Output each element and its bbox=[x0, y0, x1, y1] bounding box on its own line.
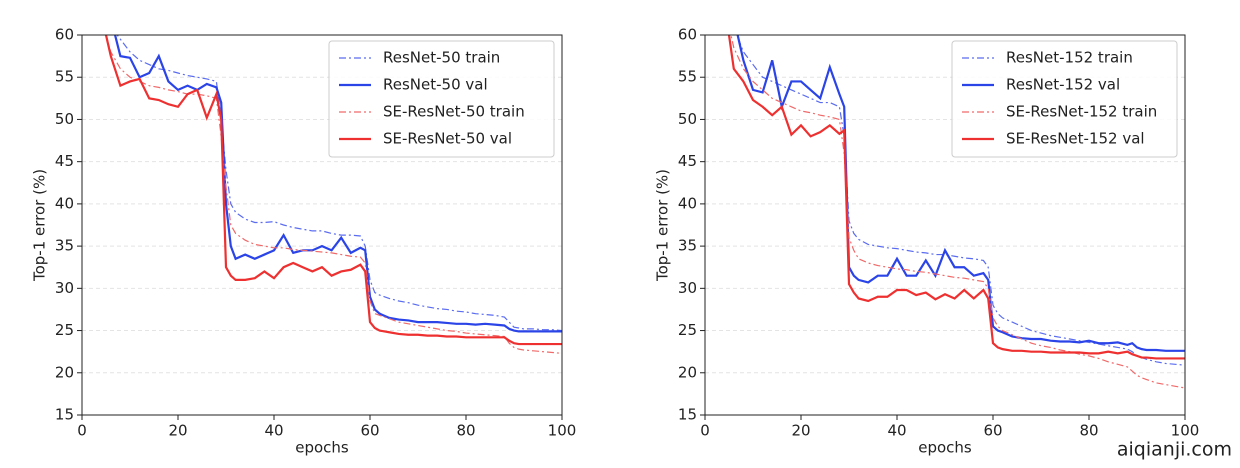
x-axis-label: epochs bbox=[918, 439, 972, 457]
x-tick-label: 20 bbox=[791, 422, 810, 440]
series-line bbox=[736, 35, 1185, 352]
y-tick-label: 55 bbox=[55, 68, 74, 86]
x-tick-label: 0 bbox=[77, 422, 87, 440]
series-line bbox=[730, 35, 1185, 389]
y-tick-label: 50 bbox=[678, 110, 697, 128]
y-tick-label: 45 bbox=[678, 152, 697, 170]
series-line bbox=[113, 35, 562, 333]
y-tick-label: 55 bbox=[678, 68, 697, 86]
plot-area bbox=[104, 35, 562, 354]
y-tick-label: 40 bbox=[55, 194, 74, 212]
x-tick-label: 0 bbox=[700, 422, 710, 440]
y-tick-label: 20 bbox=[678, 363, 697, 381]
legend-label: ResNet-50 val bbox=[383, 76, 488, 94]
axes-frame bbox=[81, 34, 563, 416]
series-line bbox=[727, 35, 1185, 360]
x-tick-label: 40 bbox=[887, 422, 906, 440]
y-axis-label: Top-1 error (%) bbox=[31, 169, 49, 282]
x-tick-label: 80 bbox=[1079, 422, 1098, 440]
legend-label: SE-ResNet-50 train bbox=[383, 103, 525, 121]
y-tick-label: 60 bbox=[55, 26, 74, 44]
y-tick-label: 50 bbox=[55, 110, 74, 128]
x-tick-label: 100 bbox=[548, 422, 577, 440]
y-tick-label: 30 bbox=[55, 279, 74, 297]
y-tick-label: 15 bbox=[678, 406, 697, 424]
legend-label: SE-ResNet-50 val bbox=[383, 130, 512, 148]
x-tick-label: 60 bbox=[983, 422, 1002, 440]
legend-label: SE-ResNet-152 train bbox=[1006, 103, 1157, 121]
x-tick-label: 60 bbox=[360, 422, 379, 440]
axes-frame bbox=[704, 34, 1186, 416]
y-tick-label: 35 bbox=[55, 237, 74, 255]
legend: ResNet-50 train ResNet-50 val SE-ResNet-50… bbox=[328, 40, 555, 158]
plot-area bbox=[727, 35, 1185, 389]
y-tick-label: 25 bbox=[678, 321, 697, 339]
y-tick-label: 35 bbox=[678, 237, 697, 255]
watermark: aiqianji.com bbox=[1117, 439, 1232, 461]
y-axis-label: Top-1 error (%) bbox=[654, 169, 672, 282]
legend-label: ResNet-50 train bbox=[383, 49, 500, 67]
subplot: 15 20 25 30 35 40 45 50 55 60 0 20 40 60 80 100 epochs To… bbox=[31, 26, 577, 457]
legend-box bbox=[951, 40, 1178, 158]
x-tick-label: 40 bbox=[264, 422, 283, 440]
x-axis-label: epochs bbox=[295, 439, 349, 457]
legend-box bbox=[328, 40, 555, 158]
legend-label: ResNet-152 train bbox=[1006, 49, 1133, 67]
y-tick-label: 30 bbox=[678, 279, 697, 297]
series-line bbox=[116, 35, 562, 332]
y-tick-label: 40 bbox=[678, 194, 697, 212]
y-tick-label: 15 bbox=[55, 406, 74, 424]
y-tick-label: 20 bbox=[55, 363, 74, 381]
series-line bbox=[736, 35, 1185, 366]
legend-label: ResNet-152 val bbox=[1006, 76, 1120, 94]
x-tick-label: 80 bbox=[456, 422, 475, 440]
legend: ResNet-152 train ResNet-152 val SE-ResNet-… bbox=[951, 40, 1178, 158]
legend-label: SE-ResNet-152 val bbox=[1006, 130, 1145, 148]
x-tick-label: 20 bbox=[168, 422, 187, 440]
y-tick-label: 25 bbox=[55, 321, 74, 339]
x-tick-label: 100 bbox=[1171, 422, 1200, 440]
y-tick-label: 60 bbox=[678, 26, 697, 44]
y-tick-label: 45 bbox=[55, 152, 74, 170]
subplot: 15 20 25 30 35 40 45 50 55 60 0 20 40 60 80 100 epochs To… bbox=[654, 26, 1200, 457]
series-line bbox=[104, 35, 562, 346]
